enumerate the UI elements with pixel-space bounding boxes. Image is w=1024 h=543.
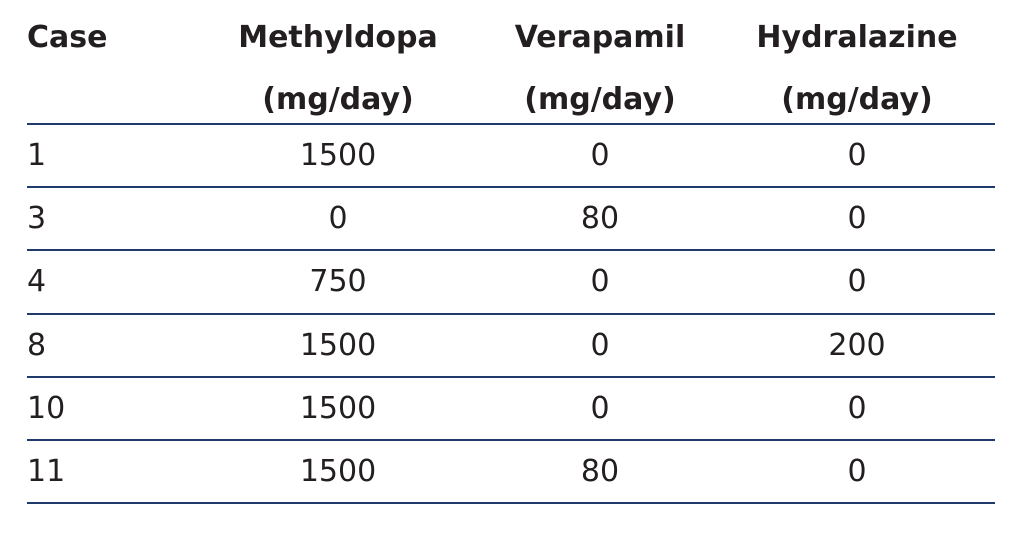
dose-cell: 0 bbox=[328, 201, 348, 236]
dose-cell: 1500 bbox=[299, 391, 377, 426]
row-rule bbox=[27, 439, 995, 441]
header-name: Methyldopa bbox=[238, 20, 438, 55]
dose-cell: 750 bbox=[309, 264, 367, 299]
case-cell: 10 bbox=[27, 391, 66, 426]
header-unit: (mg/day) bbox=[781, 82, 933, 117]
header-unit: (mg/day) bbox=[262, 82, 414, 117]
header-name: Case bbox=[27, 20, 108, 55]
row-rule bbox=[27, 376, 995, 378]
dose-cell: 0 bbox=[847, 138, 867, 173]
dose-cell: 1500 bbox=[299, 138, 377, 173]
dose-cell: 1500 bbox=[299, 454, 377, 489]
row-rule bbox=[27, 313, 995, 315]
dose-cell: 200 bbox=[828, 328, 886, 363]
header-name: Hydralazine bbox=[756, 20, 958, 55]
dose-cell: 0 bbox=[590, 264, 610, 299]
case-cell: 1 bbox=[27, 138, 47, 173]
dose-cell: 80 bbox=[580, 454, 620, 489]
dose-cell: 0 bbox=[847, 391, 867, 426]
case-cell: 4 bbox=[27, 264, 47, 299]
header-unit: (mg/day) bbox=[524, 82, 676, 117]
header-name: Verapamil bbox=[514, 20, 686, 55]
case-cell: 3 bbox=[27, 201, 47, 236]
dose-cell: 0 bbox=[590, 391, 610, 426]
row-rule bbox=[27, 249, 995, 251]
case-cell: 8 bbox=[27, 328, 47, 363]
dose-cell: 0 bbox=[590, 328, 610, 363]
row-rule bbox=[27, 502, 995, 504]
dose-cell: 0 bbox=[847, 454, 867, 489]
dose-cell: 80 bbox=[580, 201, 620, 236]
header-rule bbox=[27, 123, 995, 125]
dose-cell: 0 bbox=[847, 264, 867, 299]
dose-cell: 0 bbox=[847, 201, 867, 236]
case-cell: 11 bbox=[27, 454, 66, 489]
row-rule bbox=[27, 186, 995, 188]
dose-cell: 1500 bbox=[299, 328, 377, 363]
dose-cell: 0 bbox=[590, 138, 610, 173]
